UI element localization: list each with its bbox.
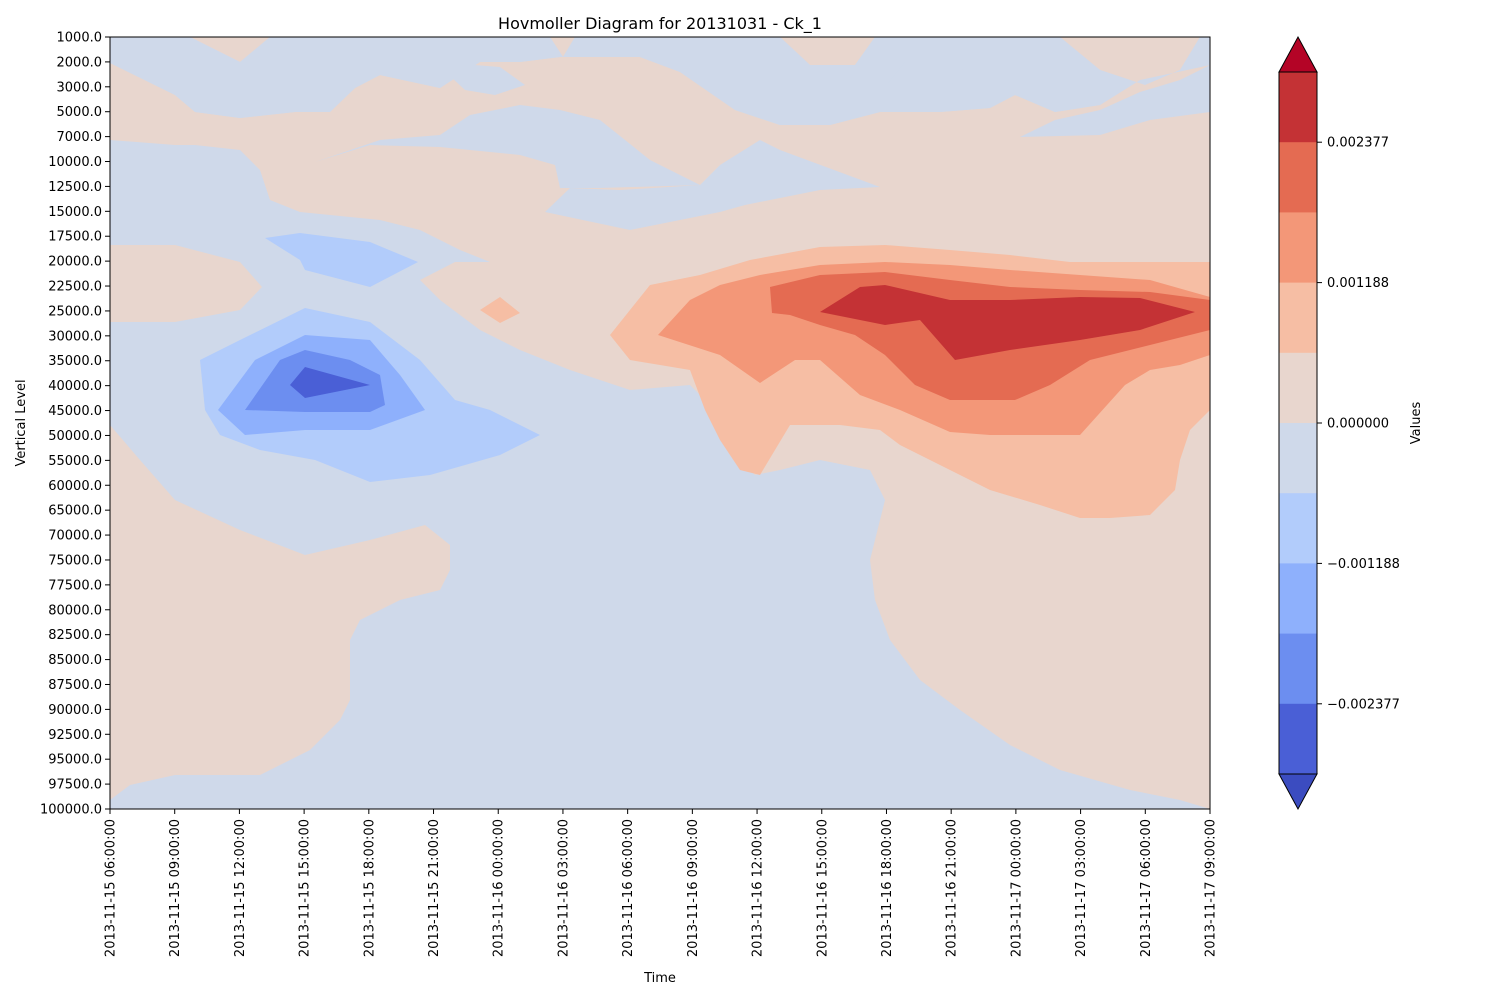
contour-peak-positive [820,285,1195,360]
y-tick-label: 25000.0 [48,304,102,319]
y-axis: 1000.0 2000.0 3000.0 5000.0 7000.0 10000.0 125… [40,31,110,818]
contour-weak-positive-small-1 [550,37,575,57]
colorbar-segment [1279,633,1317,705]
contour-layer [110,37,1210,809]
y-tick-label: 85000.0 [48,653,102,668]
chart-title: Hovmoller Diagram for 20131031 - Ck_1 [498,14,822,34]
y-tick-label: 1000.0 [57,31,103,46]
colorbar-segment [1279,282,1317,354]
contour-weak-positive-lower-left [110,425,450,800]
y-tick-label: 35000.0 [48,354,102,369]
colorbar: 0.002377 0.001188 0.000000 −0.001188 −0.0023… [1278,35,1400,811]
x-tick-label: 2013-11-15 21:00:00 [427,819,442,957]
colorbar-segment [1279,142,1317,213]
x-tick-label: 2013-11-16 12:00:00 [751,819,766,957]
contour-weak-negative-pocket-1 [435,62,525,95]
y-tick-label: 17500.0 [48,230,102,245]
y-tick-label: 95000.0 [48,753,102,768]
colorbar-tick-label: 0.000000 [1327,417,1389,432]
y-tick-label: 2000.0 [57,55,103,70]
x-axis: 2013-11-15 06:00:00 2013-11-15 09:00:00 20… [104,809,1219,957]
contour-weak-positive-top-left [190,37,270,62]
x-tick-label: 2013-11-16 00:00:00 [492,819,507,957]
y-tick-label: 15000.0 [48,205,102,220]
y-tick-label: 82500.0 [48,628,102,643]
contour-weak-negative-pocket-2 [885,62,968,87]
y-tick-label: 77500.0 [48,578,102,593]
contour-weak-positive-upper-left [110,57,1210,809]
colorbar-segment [1279,352,1317,424]
y-tick-label: 90000.0 [48,703,102,718]
contour-weak-negative-upper [265,233,418,287]
colorbar-segment [1279,423,1317,494]
colorbar-segment [1279,72,1317,143]
x-tick-label: 2013-11-15 12:00:00 [233,819,248,957]
x-tick-label: 2013-11-17 00:00:00 [1009,819,1024,957]
plot-frame [109,36,1211,810]
contour-weak-negative-right-band [545,140,880,230]
colorbar-segment [1279,563,1317,635]
x-tick-label: 2013-11-15 09:00:00 [168,819,183,957]
x-tick-label: 2013-11-16 15:00:00 [815,819,830,957]
y-tick-label: 5000.0 [57,105,103,120]
contour-weak-positive-top-mid [780,37,875,65]
colorbar-tick-label: 0.001188 [1327,276,1389,291]
x-tick-label: 2013-11-16 18:00:00 [880,819,895,957]
y-tick-label: 45000.0 [48,404,102,419]
colorbar-segment [1279,212,1317,284]
y-tick-label: 60000.0 [48,479,102,494]
colorbar-extend-min [1278,773,1318,811]
x-tick-label: 2013-11-15 15:00:00 [298,819,313,957]
x-axis-label: Time [643,971,676,986]
y-tick-label: 12500.0 [48,180,102,195]
x-tick-label: 2013-11-17 09:00:00 [1204,819,1219,957]
contour-peak-negative [290,367,370,398]
y-tick-label: 20000.0 [48,255,102,270]
contour-moderate-positive-small [480,297,520,323]
contour-weak-positive-left-band [110,245,262,322]
contour-weak-positive-top-right [1060,37,1200,85]
x-tick-label: 2013-11-15 18:00:00 [362,819,377,957]
x-tick-label: 2013-11-17 06:00:00 [1139,819,1154,957]
x-tick-label: 2013-11-16 03:00:00 [556,819,571,957]
y-tick-label: 50000.0 [48,429,102,444]
y-tick-label: 75000.0 [48,553,102,568]
y-tick-label: 70000.0 [48,529,102,544]
y-axis-label: Vertical Level [14,379,29,466]
contour-weak-negative-top [110,37,1210,125]
colorbar-label: Values [1409,402,1424,445]
y-tick-label: 65000.0 [48,504,102,519]
y-tick-label: 7000.0 [57,130,103,145]
x-tick-label: 2013-11-17 03:00:00 [1074,819,1089,957]
colorbar-tick-label: −0.001188 [1327,557,1400,572]
y-tick-label: 100000.0 [40,803,102,818]
colorbar-tick-label: −0.002377 [1327,697,1400,712]
y-tick-label: 97500.0 [48,778,102,793]
colorbar-segment [1279,493,1317,564]
y-tick-label: 87500.0 [48,678,102,693]
y-tick-label: 92500.0 [48,728,102,743]
colorbar-tick-label: 0.002377 [1327,136,1389,151]
plot-area [109,36,1211,810]
y-tick-label: 3000.0 [57,80,103,95]
contour-weak-negative-pocket-3 [1020,65,1210,137]
x-tick-label: 2013-11-16 09:00:00 [686,819,701,957]
y-tick-label: 30000.0 [48,329,102,344]
y-tick-label: 80000.0 [48,603,102,618]
x-tick-label: 2013-11-15 06:00:00 [104,819,119,957]
contour-weak-negative-mid-band [315,105,700,188]
colorbar-segment [1279,703,1317,775]
x-tick-label: 2013-11-16 21:00:00 [945,819,960,957]
y-tick-label: 40000.0 [48,379,102,394]
colorbar-extend-max [1278,35,1318,73]
y-tick-label: 22500.0 [48,280,102,295]
x-tick-label: 2013-11-16 06:00:00 [621,819,636,957]
y-tick-label: 10000.0 [48,155,102,170]
y-tick-label: 55000.0 [48,454,102,469]
